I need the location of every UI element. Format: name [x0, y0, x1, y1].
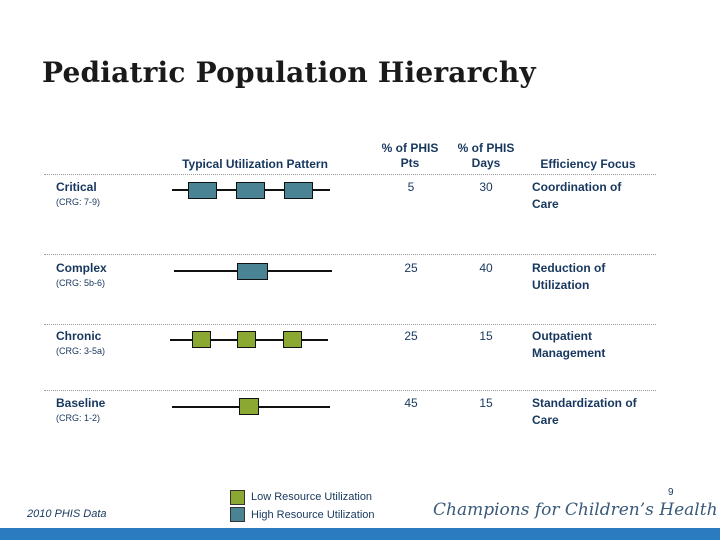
row-name: Complex — [56, 261, 107, 275]
efficiency-focus-line2: Utilization — [532, 278, 590, 292]
row-separator — [44, 324, 656, 325]
row-name: Chronic — [56, 329, 102, 343]
page-number: 9 — [668, 487, 674, 498]
header-pct-days-line1: % of PHIS — [457, 141, 515, 155]
pct-pts-value: 25 — [404, 261, 418, 275]
pct-days-value: 30 — [479, 180, 493, 194]
header-pct-pts: % of PHIS Pts — [375, 141, 445, 171]
legend-low-swatch — [230, 490, 245, 505]
low-resource-box — [192, 331, 211, 348]
pct-pts-value: 25 — [404, 329, 418, 343]
efficiency-focus: Reduction of Utilization — [532, 260, 652, 294]
pct-days-value: 40 — [479, 261, 493, 275]
efficiency-focus-line1: Standardization of — [532, 396, 637, 410]
bottom-bar — [0, 528, 720, 540]
row-code: (CRG: 5b-6) — [56, 278, 106, 288]
efficiency-focus-line2: Care — [532, 197, 559, 211]
header-pct-pts-line2: Pts — [400, 156, 420, 170]
source-note: 2010 PHIS Data — [27, 508, 107, 520]
legend-high-swatch — [230, 507, 245, 522]
legend-low-label: Low Resource Utilization — [251, 491, 373, 503]
high-resource-box — [237, 263, 268, 280]
row-separator — [44, 174, 656, 175]
efficiency-focus-line1: Outpatient — [532, 329, 592, 343]
legend-high-label: High Resource Utilization — [251, 509, 375, 521]
pct-pts-value: 5 — [407, 180, 415, 194]
row-name: Baseline — [56, 396, 106, 410]
efficiency-focus: Outpatient Management — [532, 328, 652, 362]
efficiency-focus: Coordination of Care — [532, 179, 652, 213]
header-pct-days-line2: Days — [471, 156, 501, 170]
header-efficiency-focus: Efficiency Focus — [540, 157, 636, 171]
high-resource-box — [188, 182, 217, 199]
efficiency-focus-line2: Management — [532, 346, 606, 360]
pct-pts-value: 45 — [404, 396, 418, 410]
high-resource-box — [284, 182, 313, 199]
tagline: Champions for Children’s Health — [433, 500, 718, 520]
efficiency-focus-line1: Coordination of — [532, 180, 622, 194]
low-resource-box — [283, 331, 302, 348]
efficiency-focus-line1: Reduction of — [532, 261, 606, 275]
low-resource-box — [239, 398, 259, 415]
low-resource-box — [237, 331, 256, 348]
efficiency-focus-line2: Care — [532, 413, 559, 427]
header-pct-days: % of PHIS Days — [451, 141, 521, 171]
row-code: (CRG: 3-5a) — [56, 346, 106, 356]
pct-days-value: 15 — [479, 396, 493, 410]
high-resource-box — [236, 182, 265, 199]
row-code: (CRG: 7-9) — [56, 197, 101, 207]
row-separator — [44, 390, 656, 391]
efficiency-focus: Standardization of Care — [532, 395, 652, 429]
row-code: (CRG: 1-2) — [56, 413, 101, 423]
slide-title: Pediatric Population Hierarchy — [42, 56, 536, 89]
pct-days-value: 15 — [479, 329, 493, 343]
row-separator — [44, 254, 656, 255]
header-pct-pts-line1: % of PHIS — [381, 141, 439, 155]
header-utilization-pattern: Typical Utilization Pattern — [182, 157, 328, 171]
row-name: Critical — [56, 180, 97, 194]
